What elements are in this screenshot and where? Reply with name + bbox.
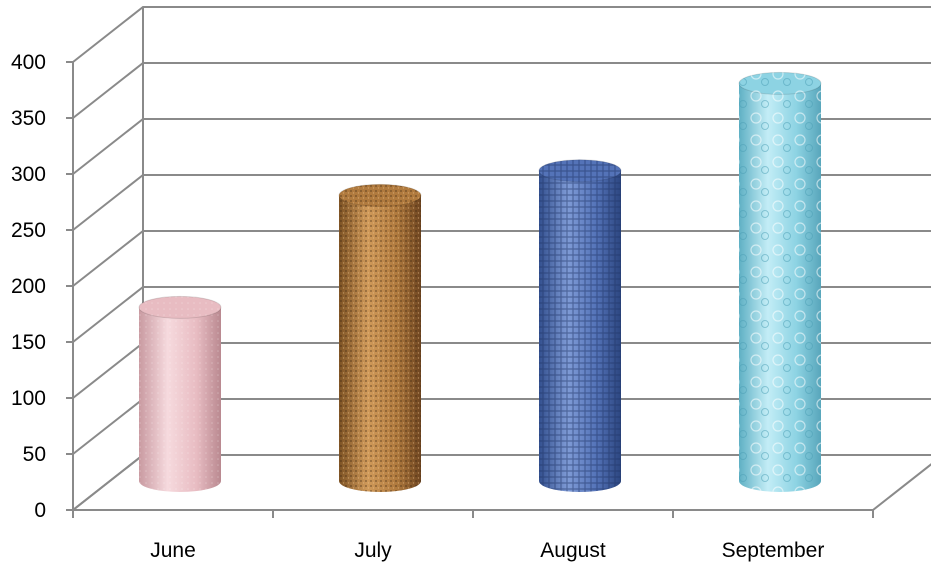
cylinder-top-texture <box>539 159 621 182</box>
cylinder-top-texture <box>339 184 421 207</box>
x-tick-label: August <box>540 539 606 562</box>
y-tick-label: 300 <box>11 163 46 186</box>
cylinder-texture <box>539 170 621 492</box>
gridline <box>72 230 931 287</box>
cylinder-texture <box>339 195 421 492</box>
y-tick-label: 350 <box>11 107 46 130</box>
y-tick-label: 250 <box>11 219 46 242</box>
gridline <box>72 286 931 343</box>
cylinder-texture <box>739 83 821 493</box>
y-tick-label: 400 <box>11 51 46 74</box>
y-tick-label: 100 <box>11 387 46 410</box>
gridline <box>72 6 931 63</box>
gridline <box>72 118 931 175</box>
cylinder-top-texture <box>139 296 221 319</box>
bars <box>138 71 822 493</box>
bar-august <box>538 159 622 492</box>
gridline <box>72 174 931 231</box>
x-axis <box>72 509 874 518</box>
y-tick-label: 200 <box>11 275 46 298</box>
y-tick-label: 0 <box>34 499 46 522</box>
gridline <box>72 62 931 119</box>
x-tick-label: June <box>150 539 196 562</box>
y-tick-label: 150 <box>11 331 46 354</box>
cylinder-top-texture <box>739 72 821 95</box>
y-tick-label: 50 <box>23 443 46 466</box>
bar-june <box>138 295 222 492</box>
y-axis: 0 50 100 150 200 250 300 350 400 <box>11 51 74 522</box>
bar-july <box>338 183 422 492</box>
x-tick-label: July <box>354 539 392 562</box>
cylinder-texture <box>139 307 221 492</box>
x-axis-labels: June July August September <box>150 539 824 562</box>
bar-september <box>738 71 822 493</box>
x-tick-label: September <box>722 539 825 562</box>
